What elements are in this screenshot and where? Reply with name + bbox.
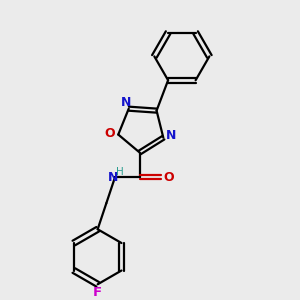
- Text: N: N: [121, 96, 131, 109]
- Text: O: O: [163, 171, 174, 184]
- Text: F: F: [93, 286, 102, 299]
- Text: N: N: [166, 129, 177, 142]
- Text: O: O: [105, 127, 116, 140]
- Text: H: H: [116, 167, 124, 177]
- Text: N: N: [107, 171, 118, 184]
